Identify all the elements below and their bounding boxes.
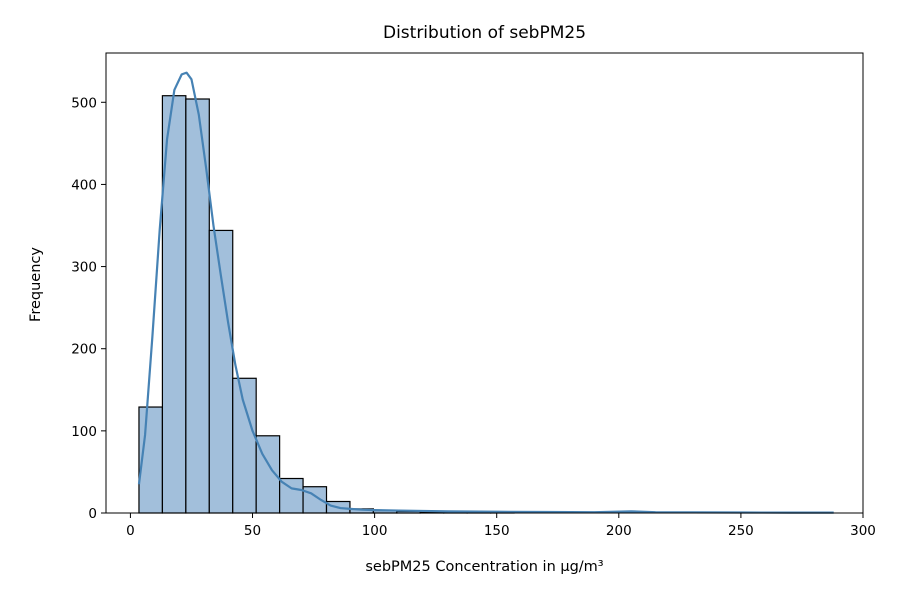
x-tick-label-3: 150 xyxy=(484,523,510,539)
y-tick-label-3: 300 xyxy=(71,260,97,276)
y-axis: 0 100 200 300 400 500 xyxy=(71,95,106,522)
x-tick-label-1: 50 xyxy=(244,523,261,539)
y-tick-label-4: 400 xyxy=(71,177,97,193)
x-axis-label: sebPM25 Concentration in µg/m³ xyxy=(365,559,603,575)
y-axis-label: Frequency xyxy=(28,247,44,322)
kde-curve xyxy=(137,71,834,514)
x-tick-label-2: 100 xyxy=(362,523,388,539)
y-tick-label-2: 200 xyxy=(71,342,97,358)
bars-group xyxy=(138,95,515,514)
x-tick-label-6: 300 xyxy=(850,523,876,539)
x-tick-label-5: 250 xyxy=(728,523,754,539)
histogram-bar-4 xyxy=(232,377,257,514)
x-tick-label-4: 200 xyxy=(606,523,632,539)
y-tick-label-5: 500 xyxy=(71,95,97,111)
x-axis: 0 50 100 150 200 250 300 xyxy=(126,513,876,539)
y-tick-label-0: 0 xyxy=(88,506,97,522)
x-tick-label-0: 0 xyxy=(126,523,135,539)
y-tick-label-1: 100 xyxy=(71,424,97,440)
chart-title: Distribution of sebPM25 xyxy=(383,23,586,43)
plot-frame xyxy=(105,52,864,514)
